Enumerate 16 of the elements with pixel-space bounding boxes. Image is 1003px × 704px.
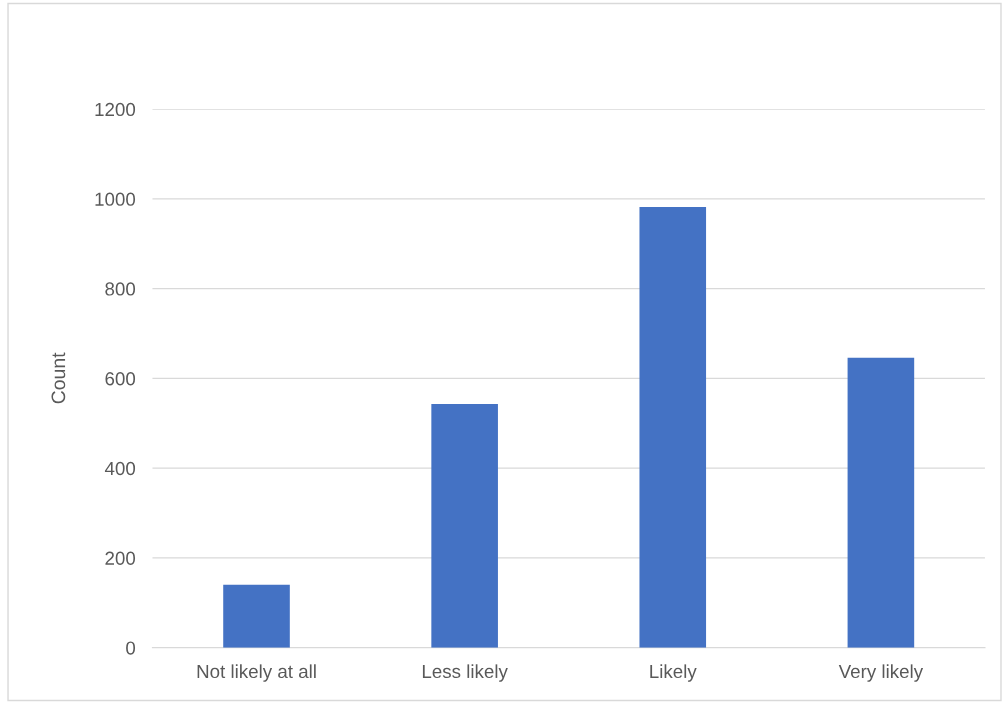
- y-tick-label: 800: [105, 282, 136, 296]
- bar: [847, 357, 915, 648]
- bar: [431, 403, 498, 648]
- y-tick-label: 600: [105, 372, 136, 386]
- x-tick-label: Not likely at all: [197, 664, 316, 682]
- y-tick-label: 1200: [95, 102, 136, 117]
- bar: [639, 206, 707, 648]
- x-tick-label: Less likely: [422, 664, 508, 682]
- y-tick-label: 1000: [95, 192, 136, 206]
- x-tick-label: Likely: [650, 664, 697, 682]
- bar: [223, 584, 290, 648]
- y-tick-label: 400: [104, 461, 136, 476]
- y-tick-label: 0: [126, 641, 136, 655]
- y-axis-title: Count: [51, 352, 66, 404]
- y-tick-label: 200: [105, 551, 136, 565]
- x-tick-label: Very likely: [838, 664, 924, 682]
